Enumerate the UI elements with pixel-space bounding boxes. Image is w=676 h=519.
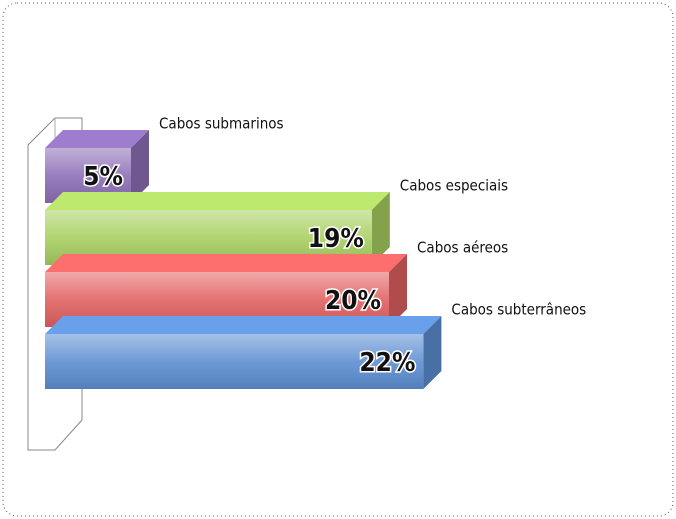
- bar-top: [45, 192, 390, 210]
- category-label: Cabos aéreos: [417, 239, 508, 257]
- bar-side: [389, 254, 407, 327]
- bar-side: [131, 130, 149, 203]
- value-label: 19%: [308, 224, 364, 254]
- category-label: Cabos subterrâneos: [451, 301, 586, 319]
- bar-top: [45, 130, 149, 148]
- bar-top: [45, 316, 442, 334]
- value-label: 20%: [325, 286, 381, 316]
- bar-top: [45, 254, 407, 272]
- category-label: Cabos especiais: [400, 177, 508, 195]
- bar-side: [371, 192, 390, 265]
- value-label: 22%: [359, 348, 415, 378]
- category-label: Cabos submarinos: [159, 115, 284, 133]
- bar-shine: [45, 334, 424, 389]
- bar-side: [423, 316, 442, 389]
- value-label: 5%: [83, 162, 123, 192]
